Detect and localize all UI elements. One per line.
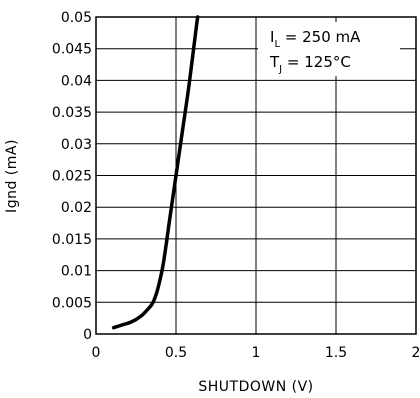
y-axis-title: Ignd (mA)	[4, 139, 20, 213]
y-tick-label: 0.04	[61, 73, 92, 89]
x-tick-label: 2	[412, 345, 420, 361]
y-tick-label: 0	[83, 327, 92, 343]
annotation-current: IL = 250 mA	[270, 28, 361, 50]
y-tick-label: 0.01	[61, 264, 92, 280]
y-tick-label: 0.035	[52, 105, 92, 121]
y-tick-labels: 0 0.005 0.01 0.015 0.02 0.025 0.03 0.035 0.04 0.0…	[52, 10, 92, 343]
y-tick-label: 0.045	[52, 42, 92, 58]
x-tick-label: 0	[92, 345, 101, 361]
x-tick-labels: 0 0.5 1 1.5 2	[92, 345, 420, 361]
y-tick-label: 0.025	[52, 169, 92, 185]
series-line	[111, 15, 200, 330]
plot-frame	[95, 16, 417, 335]
annotation-temperature: TJ = 125°C	[269, 53, 351, 75]
x-tick-label: 1.5	[325, 345, 347, 361]
y-tick-label: 0.03	[61, 137, 92, 153]
y-tick-label: 0.05	[61, 10, 92, 26]
annotation-box	[258, 22, 400, 76]
y-tick-label: 0.005	[52, 295, 92, 311]
x-tick-label: 1	[252, 345, 261, 361]
y-tick-label: 0.02	[61, 200, 92, 216]
y-tick-label: 0.015	[52, 232, 92, 248]
x-tick-label: 0.5	[165, 345, 187, 361]
x-axis-title: SHUTDOWN (V)	[198, 379, 313, 395]
